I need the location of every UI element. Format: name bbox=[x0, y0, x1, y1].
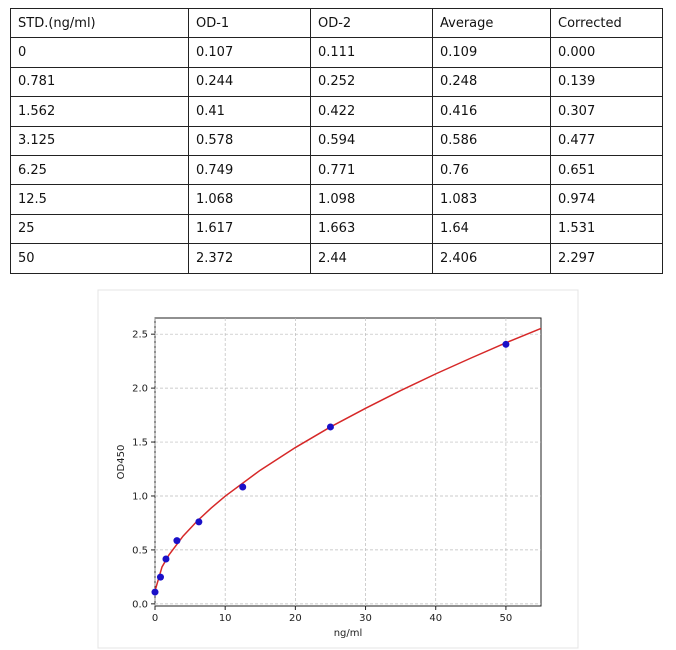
table-cell: Corrected bbox=[550, 7, 663, 39]
x-axis-label: ng/ml bbox=[334, 628, 363, 639]
table-cell: 2.372 bbox=[188, 243, 311, 274]
table-cell: 2.406 bbox=[432, 243, 551, 274]
x-tick-label: 50 bbox=[500, 613, 513, 624]
x-tick-label: 20 bbox=[289, 613, 302, 624]
table-cell: 2.297 bbox=[550, 243, 663, 274]
table-cell: 0.416 bbox=[432, 96, 551, 127]
data-point bbox=[151, 588, 159, 596]
table-row: 25 1.617 1.663 1.64 1.531 bbox=[10, 213, 663, 245]
table-cell: 0.651 bbox=[550, 154, 663, 186]
data-point bbox=[162, 555, 170, 563]
table-cell: 50 bbox=[10, 243, 189, 274]
table-row: 50 2.372 2.44 2.406 2.297 bbox=[10, 243, 663, 274]
x-tick-label: 30 bbox=[359, 613, 372, 624]
table-cell: 0.111 bbox=[310, 37, 433, 68]
x-tick-label: 40 bbox=[429, 613, 442, 624]
fit-curve bbox=[154, 327, 542, 592]
data-table: STD.(ng/ml) OD-1 OD-2 Average Corrected 0 0.10… bbox=[10, 7, 663, 274]
y-tick-label: 1.5 bbox=[132, 438, 148, 449]
data-point bbox=[195, 518, 203, 526]
table-cell: 0.76 bbox=[432, 154, 551, 186]
table-cell: 1.562 bbox=[10, 96, 189, 127]
x-tick-label: 10 bbox=[219, 613, 232, 624]
table-cell: 0.248 bbox=[432, 66, 551, 98]
table-cell: 0.974 bbox=[550, 184, 663, 215]
data-point bbox=[173, 537, 181, 545]
table-row: 1.562 0.41 0.422 0.416 0.307 bbox=[10, 96, 663, 127]
plot-area bbox=[154, 317, 542, 607]
data-point bbox=[502, 340, 510, 348]
y-tick-label: 0.0 bbox=[132, 599, 148, 610]
table-cell: Average bbox=[432, 7, 551, 39]
header-row: STD.(ng/ml) OD-1 OD-2 Average Corrected bbox=[10, 7, 663, 39]
chart-frame bbox=[97, 289, 579, 649]
x-tick-label: 0 bbox=[152, 613, 158, 624]
table-cell: 1.531 bbox=[550, 213, 663, 245]
data-point bbox=[239, 483, 247, 491]
table-cell: OD-1 bbox=[188, 7, 311, 39]
table-cell: 0.107 bbox=[188, 37, 311, 68]
table-cell: 0.252 bbox=[310, 66, 433, 98]
data-point bbox=[326, 423, 334, 431]
table-cell: 0.422 bbox=[310, 96, 433, 127]
y-axis-label: OD450 bbox=[116, 445, 127, 480]
table-cell: 0.578 bbox=[188, 125, 311, 156]
y-tick-label: 2.0 bbox=[132, 384, 148, 395]
table-row: 0 0.107 0.111 0.109 0.000 bbox=[10, 37, 663, 68]
table-cell: 0.749 bbox=[188, 154, 311, 186]
table-cell: 1.64 bbox=[432, 213, 551, 245]
data-point bbox=[156, 573, 164, 581]
table-cell: STD.(ng/ml) bbox=[10, 7, 189, 39]
y-tick-label: 0.5 bbox=[132, 545, 148, 556]
table-cell: 12.5 bbox=[10, 184, 189, 215]
y-tick-label: 1.0 bbox=[132, 491, 148, 502]
table-cell: 0.586 bbox=[432, 125, 551, 156]
y-tick-label: 2.5 bbox=[132, 330, 148, 341]
